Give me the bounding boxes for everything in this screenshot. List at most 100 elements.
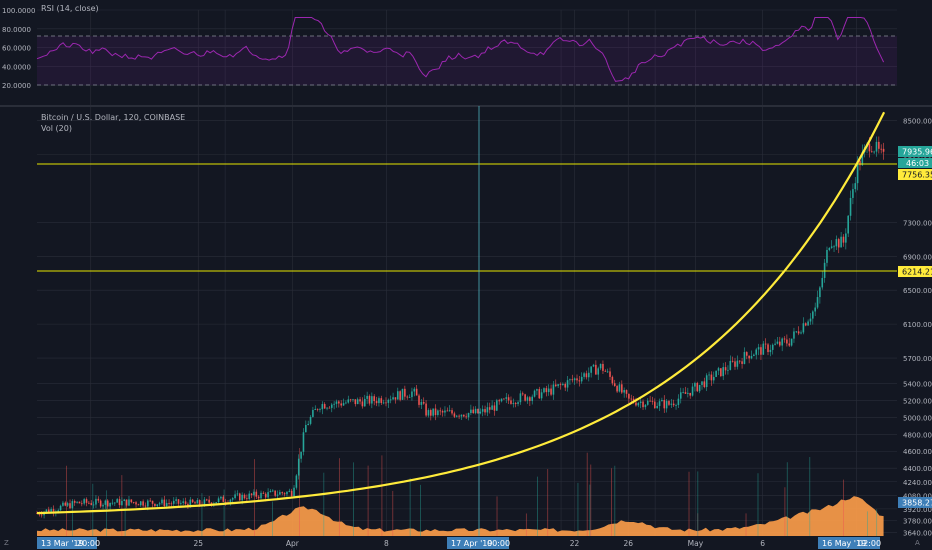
auto-scale-icon[interactable]: A bbox=[915, 539, 920, 547]
candle-body bbox=[488, 407, 491, 410]
candle-body bbox=[349, 399, 352, 401]
candle-body bbox=[78, 501, 81, 504]
candle-body bbox=[837, 239, 840, 248]
price-tick-label: 4800.00 bbox=[903, 431, 932, 439]
candle-body bbox=[300, 451, 302, 459]
candle-body bbox=[486, 407, 489, 413]
zoom-icon[interactable]: Z bbox=[4, 539, 9, 547]
svg-text:46:03: 46:03 bbox=[906, 159, 929, 168]
rsi-panel[interactable]: 100.0000 80.0000 60.0000 40.0000 20.0000 bbox=[2, 7, 897, 90]
candle-body bbox=[642, 401, 644, 408]
candle-body bbox=[40, 514, 43, 516]
candle-body bbox=[451, 410, 453, 414]
candle-body bbox=[479, 411, 482, 414]
candle-body bbox=[149, 500, 151, 502]
candle-body bbox=[477, 408, 479, 414]
last-price-label: 7935.96 bbox=[898, 146, 932, 157]
candle-body bbox=[875, 141, 878, 152]
candle-body bbox=[312, 409, 314, 417]
candle-body bbox=[880, 148, 883, 150]
candle-body bbox=[592, 364, 595, 367]
candle-body bbox=[116, 499, 118, 503]
candle-body bbox=[309, 416, 312, 424]
candle-body bbox=[854, 183, 857, 190]
candle-body bbox=[682, 392, 684, 393]
candle-body bbox=[418, 395, 420, 405]
level-high-label: 7756.35 bbox=[898, 169, 932, 180]
price-tick-label: 6500.00 bbox=[903, 287, 932, 295]
candle-body bbox=[430, 410, 432, 416]
svg-text:3858.27: 3858.27 bbox=[902, 499, 932, 508]
candle-body bbox=[595, 364, 597, 375]
candle-body bbox=[366, 395, 368, 399]
candle-body bbox=[128, 499, 130, 506]
candle-body bbox=[165, 503, 168, 507]
candle-body bbox=[783, 338, 786, 340]
rsi-line bbox=[36, 17, 885, 82]
candle-body bbox=[295, 475, 298, 488]
candle-body bbox=[646, 400, 649, 405]
candle-body bbox=[677, 398, 680, 406]
svg-text:17 Apr '19: 17 Apr '19 bbox=[451, 539, 492, 548]
candle-body bbox=[130, 499, 133, 503]
candle-body bbox=[123, 499, 126, 501]
candle-body bbox=[547, 388, 550, 393]
candle-body bbox=[137, 504, 140, 506]
candle-body bbox=[290, 490, 293, 497]
candle-body bbox=[842, 236, 845, 243]
candle-body bbox=[326, 407, 328, 409]
candle-body bbox=[526, 397, 529, 401]
candle-body bbox=[779, 341, 781, 346]
time-tick-label: 26 bbox=[623, 539, 633, 548]
candle-body bbox=[361, 401, 364, 407]
candle-body bbox=[762, 343, 765, 355]
candle-body bbox=[161, 499, 163, 504]
candle-body bbox=[269, 490, 272, 493]
candle-body bbox=[597, 368, 600, 375]
price-tick-label: 5400.00 bbox=[903, 380, 932, 388]
candle-body bbox=[491, 405, 493, 410]
candle-body bbox=[823, 262, 826, 278]
candle-body bbox=[248, 493, 251, 500]
candle-body bbox=[816, 297, 819, 308]
candle-body bbox=[264, 493, 267, 498]
candle-body bbox=[774, 343, 776, 345]
candle-body bbox=[250, 493, 253, 496]
candle-body bbox=[826, 249, 828, 263]
candle-body bbox=[81, 503, 83, 505]
candle-body bbox=[62, 502, 64, 506]
time-label-right: 16 May '19 02:00 bbox=[818, 537, 881, 549]
candle-body bbox=[231, 498, 234, 500]
candle-body bbox=[812, 311, 814, 319]
candle-body bbox=[158, 503, 161, 505]
candle-body bbox=[335, 401, 338, 404]
candle-body bbox=[401, 388, 404, 400]
candle-body bbox=[795, 331, 798, 333]
candle-body bbox=[590, 366, 592, 373]
candle-body bbox=[637, 403, 640, 406]
candle-body bbox=[354, 399, 357, 405]
candle-body bbox=[66, 503, 69, 506]
candle-body bbox=[717, 368, 720, 371]
candle-body bbox=[274, 490, 276, 496]
candle-body bbox=[69, 503, 71, 509]
candle-body bbox=[378, 398, 380, 404]
candle-body bbox=[663, 399, 666, 409]
candle-body bbox=[484, 409, 486, 413]
candle-body bbox=[665, 401, 668, 409]
candle-body bbox=[191, 499, 194, 503]
candle-body bbox=[529, 397, 531, 401]
candle-body bbox=[463, 414, 465, 417]
candle-body bbox=[168, 503, 170, 504]
candle-body bbox=[163, 499, 166, 507]
candle-body bbox=[554, 384, 557, 387]
candle-body bbox=[406, 396, 409, 398]
exponential-trend-curve[interactable] bbox=[36, 111, 886, 515]
candle-body bbox=[734, 361, 736, 367]
candle-body bbox=[279, 492, 281, 495]
candle-body bbox=[745, 352, 748, 356]
candle-body bbox=[156, 504, 159, 507]
candle-body bbox=[363, 398, 366, 407]
candle-body bbox=[651, 401, 654, 402]
